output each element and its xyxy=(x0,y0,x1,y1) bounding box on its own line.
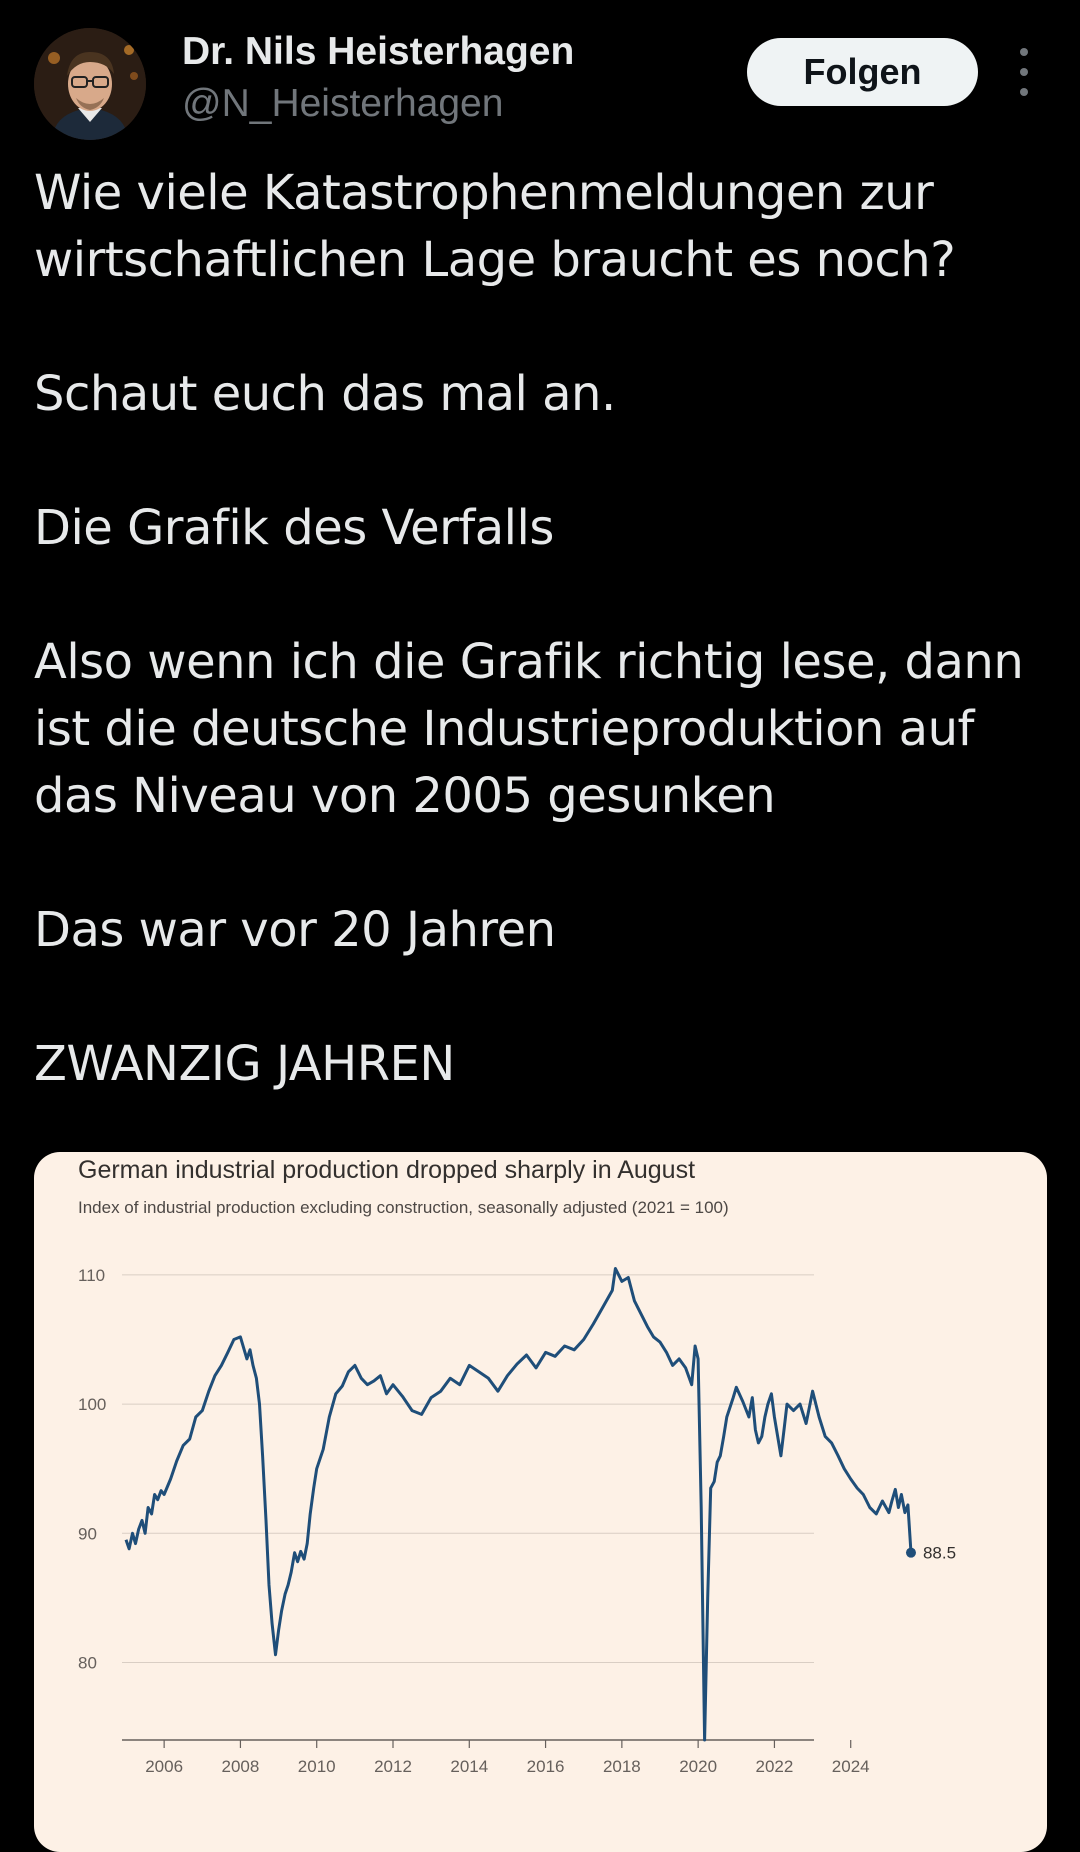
x-tick-label: 2018 xyxy=(603,1757,641,1776)
y-tick-label: 100 xyxy=(78,1395,106,1414)
x-tick-label: 2008 xyxy=(222,1757,260,1776)
avatar[interactable] xyxy=(34,28,146,140)
last-value-point xyxy=(905,1547,916,1558)
x-tick-label: 2020 xyxy=(679,1757,717,1776)
x-tick-label: 2014 xyxy=(450,1757,488,1776)
chart-subtitle: Index of industrial production excluding… xyxy=(78,1198,729,1217)
chart-image-card[interactable]: German industrial production dropped sha… xyxy=(34,1152,1047,1852)
x-tick-label: 2024 xyxy=(832,1757,870,1776)
more-dot xyxy=(1020,48,1028,56)
x-tick-label: 2006 xyxy=(145,1757,183,1776)
follow-button[interactable]: Folgen xyxy=(747,38,978,106)
line-chart: 80 90 100 110 2006 2008 2010 2012 2014 2016 2018 20… xyxy=(78,1266,956,1776)
profile-photo-icon xyxy=(34,28,146,140)
tweet-paragraph: Wie viele Katastrophenmeldungen zur wirt… xyxy=(34,165,956,288)
x-tick-label: 2022 xyxy=(756,1757,794,1776)
last-value-label: 88.5 xyxy=(923,1544,956,1563)
tweet-paragraph: ZWANZIG JAHREN xyxy=(34,1036,455,1092)
tweet-paragraph: Also wenn ich die Grafik richtig lese, d… xyxy=(34,634,1024,824)
tweet-header: Dr. Nils Heisterhagen @N_Heisterhagen Fo… xyxy=(0,0,1080,150)
x-tick-label: 2016 xyxy=(527,1757,565,1776)
tweet-paragraph: Schaut euch das mal an. xyxy=(34,366,616,422)
more-dot xyxy=(1020,88,1028,96)
more-dot xyxy=(1020,68,1028,76)
x-tick-label: 2012 xyxy=(374,1757,412,1776)
more-options-icon[interactable] xyxy=(1010,48,1038,96)
y-tick-label: 110 xyxy=(78,1266,105,1285)
x-tick-label: 2010 xyxy=(298,1757,336,1776)
chart-title: German industrial production dropped sha… xyxy=(78,1156,696,1184)
series-line xyxy=(124,1267,913,1742)
y-tick-label: 80 xyxy=(78,1653,97,1672)
tweet-paragraph: Das war vor 20 Jahren xyxy=(34,902,556,958)
author-name[interactable]: Dr. Nils Heisterhagen xyxy=(182,30,575,73)
y-tick-label: 90 xyxy=(78,1524,97,1543)
tweet-paragraph: Die Grafik des Verfalls xyxy=(34,500,554,556)
author-handle[interactable]: @N_Heisterhagen xyxy=(182,82,504,125)
tweet-text: Wie viele Katastrophenmeldungen zur wirt… xyxy=(34,160,1044,1098)
